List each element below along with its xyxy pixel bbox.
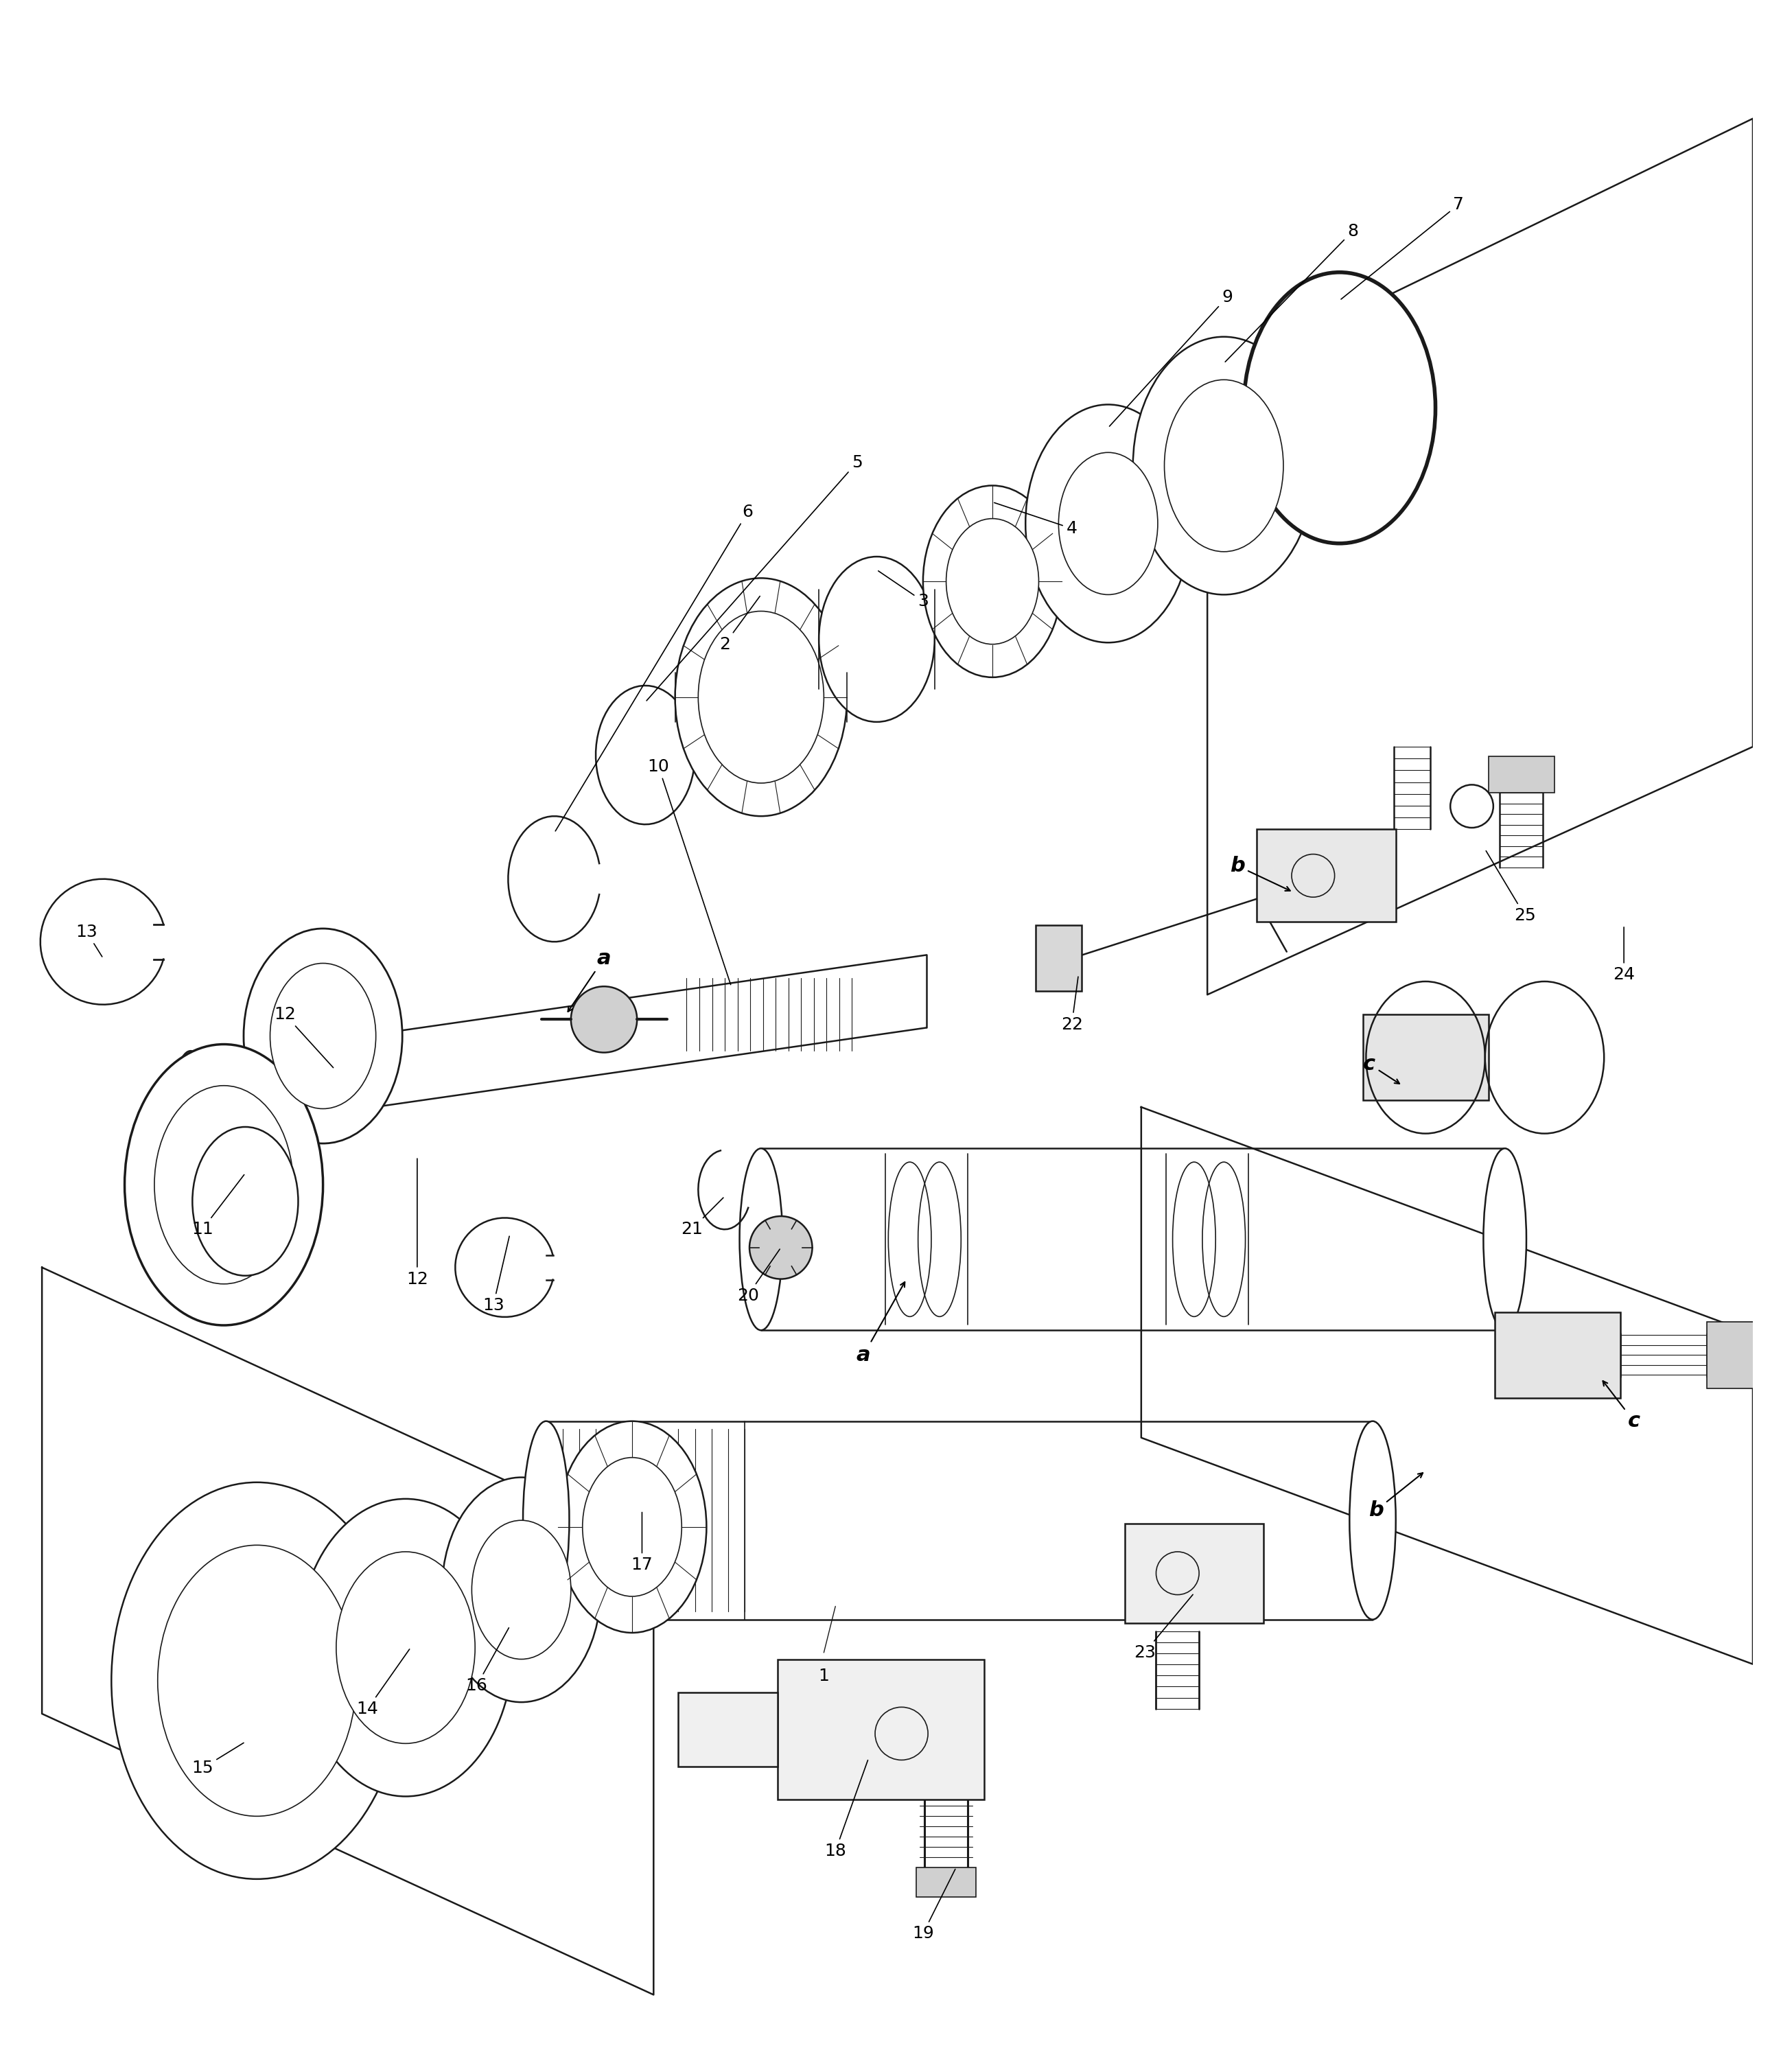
Bar — [917, 1867, 975, 1898]
Ellipse shape — [1349, 1421, 1397, 1620]
Bar — [1363, 1015, 1489, 1100]
Text: 13: 13 — [483, 1237, 510, 1314]
Bar — [678, 1693, 777, 1767]
Text: 10: 10 — [648, 758, 731, 984]
Text: 21: 21 — [681, 1198, 724, 1237]
Ellipse shape — [244, 928, 402, 1144]
Text: 12: 12 — [274, 1007, 333, 1067]
Text: a: a — [857, 1283, 904, 1365]
Ellipse shape — [572, 986, 637, 1053]
Ellipse shape — [154, 1086, 294, 1285]
Text: 8: 8 — [1225, 224, 1358, 363]
Ellipse shape — [697, 611, 823, 783]
Ellipse shape — [1244, 271, 1435, 543]
Ellipse shape — [582, 1457, 681, 1595]
Text: a: a — [568, 949, 611, 1011]
Bar — [1124, 1523, 1264, 1622]
Ellipse shape — [749, 1216, 812, 1278]
Ellipse shape — [947, 518, 1039, 644]
Ellipse shape — [1483, 1148, 1526, 1330]
Ellipse shape — [112, 1481, 402, 1879]
Text: 17: 17 — [632, 1513, 653, 1573]
Ellipse shape — [740, 1148, 782, 1330]
Text: 2: 2 — [719, 597, 759, 653]
Text: 1: 1 — [818, 1668, 830, 1685]
Bar — [1489, 756, 1554, 794]
Ellipse shape — [1025, 404, 1191, 642]
Bar — [777, 1660, 984, 1801]
Text: 23: 23 — [1133, 1595, 1193, 1662]
Text: 3: 3 — [878, 572, 929, 609]
Ellipse shape — [522, 1421, 570, 1620]
Text: c: c — [1363, 1055, 1400, 1084]
Text: 7: 7 — [1342, 197, 1464, 298]
Ellipse shape — [1133, 338, 1315, 595]
Text: 11: 11 — [191, 1175, 244, 1237]
Ellipse shape — [124, 1044, 322, 1326]
Text: 4: 4 — [995, 503, 1078, 537]
Text: 5: 5 — [646, 454, 862, 700]
Text: 19: 19 — [912, 1869, 956, 1941]
Ellipse shape — [820, 557, 935, 721]
Bar — [1496, 1312, 1621, 1399]
Ellipse shape — [1058, 452, 1158, 595]
Text: b: b — [1368, 1473, 1423, 1521]
Ellipse shape — [297, 1498, 513, 1796]
Bar — [1035, 926, 1081, 990]
Bar — [1257, 829, 1397, 922]
Text: 20: 20 — [736, 1249, 781, 1303]
Text: 12: 12 — [407, 1158, 428, 1287]
Ellipse shape — [442, 1477, 600, 1703]
Ellipse shape — [922, 485, 1062, 678]
Text: 6: 6 — [556, 503, 754, 831]
Ellipse shape — [473, 1521, 572, 1660]
Ellipse shape — [558, 1421, 706, 1633]
Text: 16: 16 — [466, 1629, 508, 1695]
Text: 18: 18 — [825, 1761, 867, 1859]
Text: 15: 15 — [191, 1743, 244, 1776]
Ellipse shape — [173, 1051, 207, 1144]
Text: 25: 25 — [1487, 852, 1536, 924]
Text: 13: 13 — [76, 924, 103, 957]
Text: 24: 24 — [1612, 926, 1635, 982]
Text: c: c — [1604, 1380, 1641, 1432]
Text: 14: 14 — [358, 1649, 409, 1718]
Ellipse shape — [674, 578, 848, 816]
Text: b: b — [1230, 856, 1290, 891]
Ellipse shape — [336, 1552, 474, 1743]
Ellipse shape — [193, 1127, 297, 1276]
Text: 22: 22 — [1060, 976, 1083, 1032]
Text: 9: 9 — [1110, 288, 1232, 427]
Ellipse shape — [1165, 379, 1283, 551]
Ellipse shape — [158, 1546, 356, 1817]
Bar — [1706, 1322, 1756, 1388]
Ellipse shape — [271, 963, 375, 1109]
